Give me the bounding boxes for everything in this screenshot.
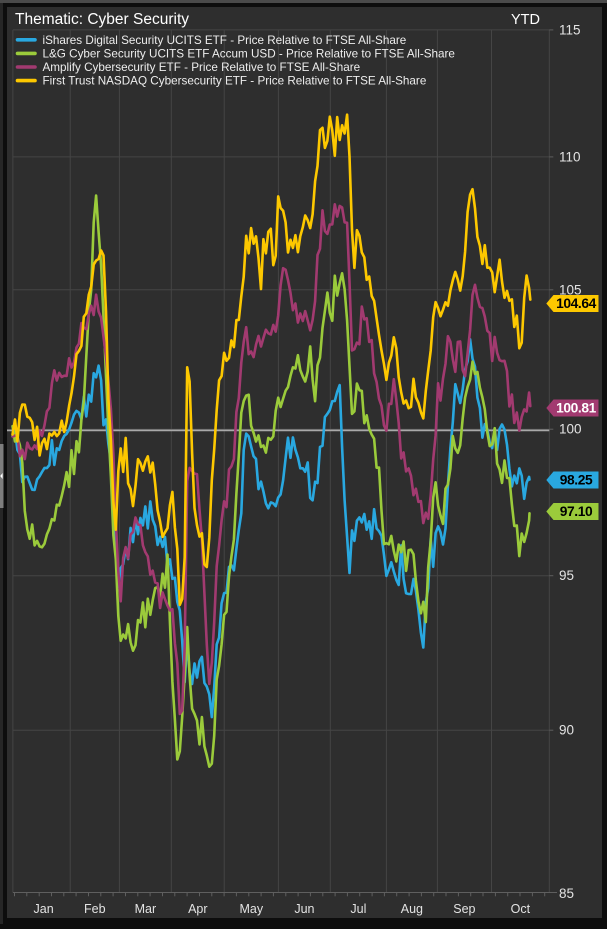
svg-text:100: 100 xyxy=(559,422,582,437)
svg-text:Jul: Jul xyxy=(350,902,366,916)
svg-text:97.10: 97.10 xyxy=(560,504,593,519)
svg-text:First Trust NASDAQ Cybersecuri: First Trust NASDAQ Cybersecurity ETF - P… xyxy=(43,75,427,88)
svg-text:May: May xyxy=(239,902,263,916)
svg-text:Jun: Jun xyxy=(294,902,314,916)
svg-text:Aug: Aug xyxy=(401,902,423,916)
svg-text:Apr: Apr xyxy=(188,902,207,916)
svg-text:98.25: 98.25 xyxy=(560,473,593,488)
svg-text:110: 110 xyxy=(559,149,581,164)
svg-text:L&G Cyber Security UCITS ETF A: L&G Cyber Security UCITS ETF Accum USD -… xyxy=(43,47,455,60)
svg-text:Jan: Jan xyxy=(34,902,54,916)
svg-text:85: 85 xyxy=(559,886,574,901)
svg-text:Amplify Cybersecurity ETF - Pr: Amplify Cybersecurity ETF - Price Relati… xyxy=(43,61,361,74)
svg-text:iShares Digital Security UCITS: iShares Digital Security UCITS ETF - Pri… xyxy=(43,34,407,47)
svg-text:115: 115 xyxy=(559,22,581,37)
svg-text:Oct: Oct xyxy=(511,902,531,916)
svg-text:100.81: 100.81 xyxy=(556,401,597,416)
svg-text:Sep: Sep xyxy=(453,902,475,916)
svg-text:Thematic: Cyber Security: Thematic: Cyber Security xyxy=(15,11,189,28)
svg-text:Feb: Feb xyxy=(84,902,106,916)
svg-text:YTD: YTD xyxy=(511,12,540,28)
svg-text:104.64: 104.64 xyxy=(556,296,597,311)
svg-text:90: 90 xyxy=(559,723,574,738)
svg-text:Mar: Mar xyxy=(135,902,157,916)
svg-text:95: 95 xyxy=(559,568,574,583)
svg-text:105: 105 xyxy=(559,282,582,297)
